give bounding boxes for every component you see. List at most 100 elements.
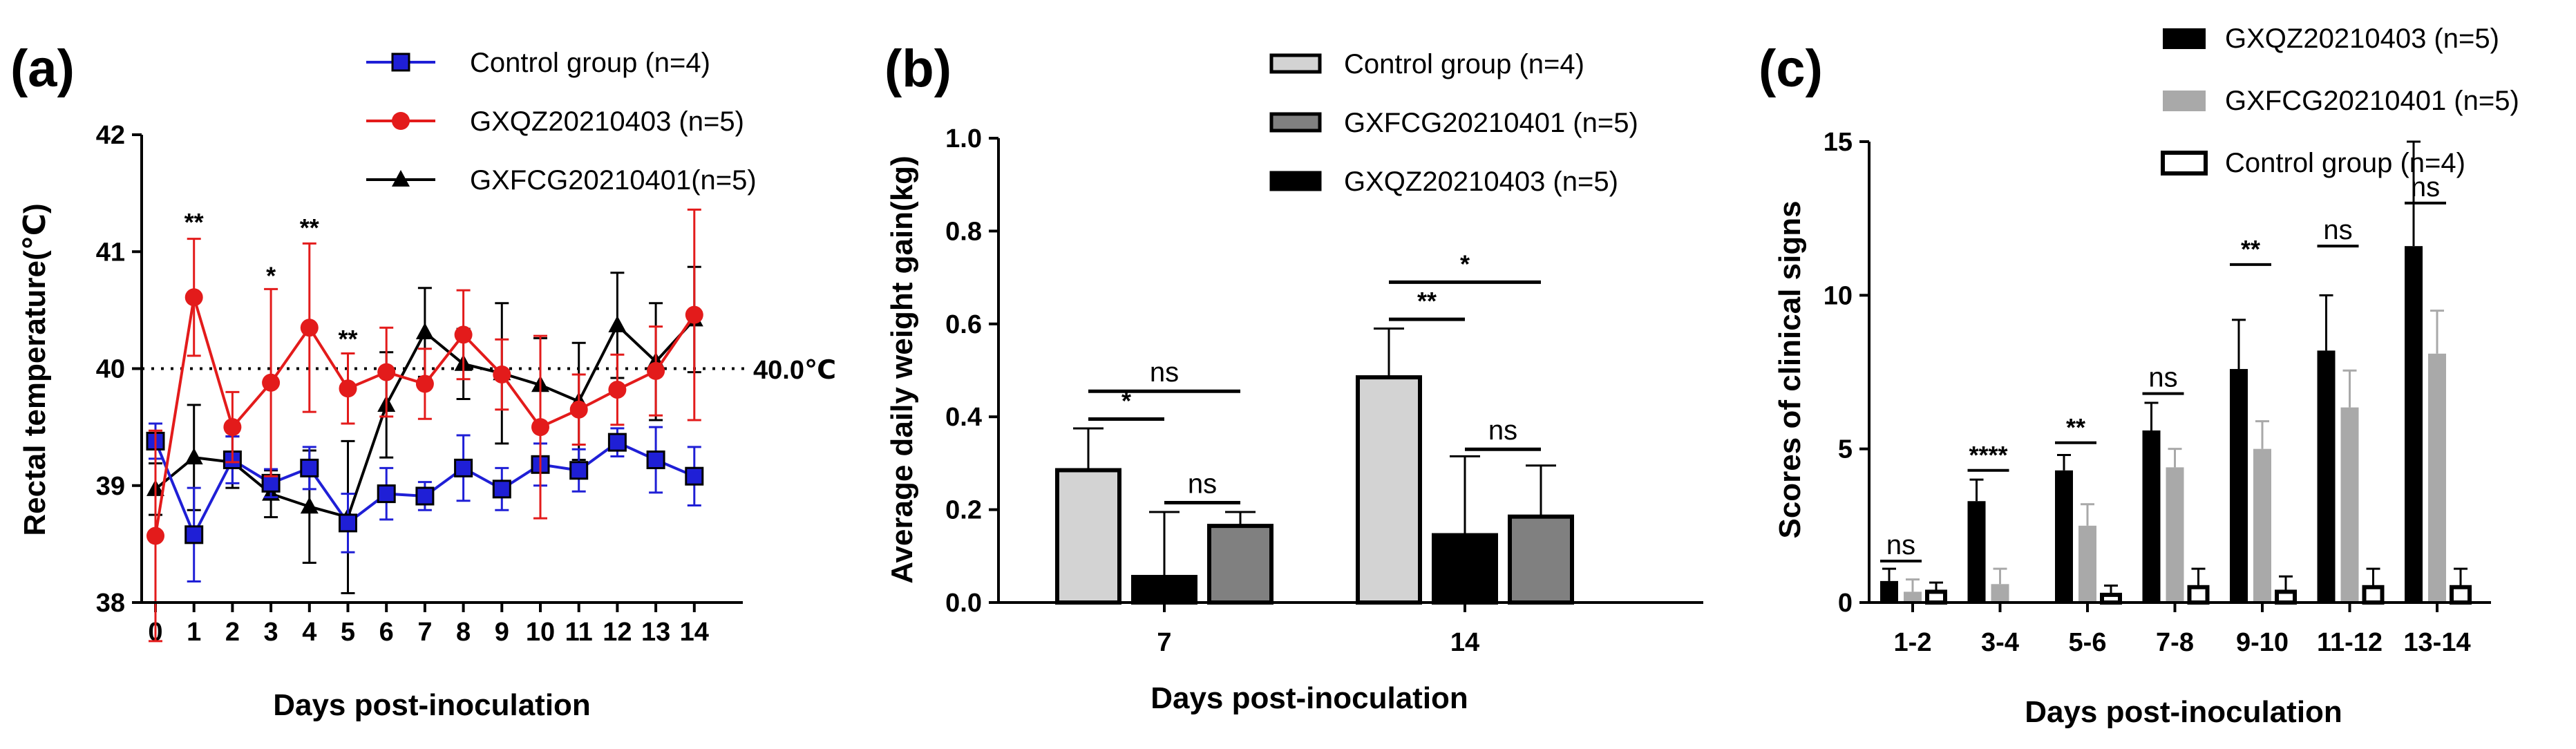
x-tick-label: 6 (379, 618, 394, 647)
y-tick-label: 0.8 (945, 217, 982, 246)
bar (1967, 501, 1986, 603)
data-point (415, 374, 434, 393)
legend-marker (391, 53, 410, 72)
data-point (184, 448, 203, 465)
y-tick-label: 38 (96, 589, 125, 618)
x-tick-label: 13-14 (2403, 628, 2470, 657)
data-point (415, 486, 435, 506)
legend-swatch (2163, 91, 2206, 111)
significance-label: ns (2323, 215, 2352, 245)
legend-label: Control group (n=4) (470, 48, 710, 78)
legend-swatch (2161, 151, 2208, 176)
bar (1432, 533, 1498, 605)
bar (1904, 591, 1922, 603)
x-tick-label: 9 (495, 618, 509, 647)
x-tick-label: 13 (641, 618, 670, 647)
data-point (262, 373, 281, 392)
legend-swatch (2163, 28, 2206, 49)
x-tick-label: 4 (302, 618, 316, 647)
data-point (223, 418, 242, 437)
significance-label: ns (2411, 172, 2440, 202)
reference-label: 40.0℃ (753, 356, 836, 385)
series-square (146, 422, 704, 583)
panel-c-label: (c) (1759, 39, 1823, 98)
bar (2253, 448, 2271, 603)
panel-b-x-ticks: 7 14 (1157, 603, 1479, 657)
significance-label: ns (2148, 363, 2177, 393)
data-point (261, 473, 281, 493)
legend-marker (392, 112, 410, 130)
x-tick-label: 3-4 (1981, 628, 2019, 657)
bar (2340, 407, 2359, 603)
bar (1991, 584, 2009, 603)
significance-label: * (266, 262, 276, 290)
bar (1880, 580, 1898, 603)
panel-b-bars (1055, 328, 1574, 605)
significance-label: ns (1488, 415, 1517, 446)
x-tick-label: 14 (1450, 628, 1479, 657)
panel-a-y-ticks: 38 39 40 41 42 (96, 121, 142, 618)
bar (1508, 514, 1574, 605)
data-point (531, 418, 549, 437)
panel-c-y-title: Scores of clinical signs (1773, 200, 1807, 538)
y-tick-label: 0.0 (945, 589, 982, 618)
y-tick-label: 10 (1824, 281, 1853, 310)
x-tick-label: 7 (417, 618, 432, 647)
data-point (608, 315, 627, 332)
panel-c-x-ticks: 1-2 3-4 5-6 7-8 9-10 11-12 13-14 (1894, 603, 2471, 657)
panel-a-annotations: ******* (184, 208, 358, 353)
y-tick-label: 40 (96, 355, 125, 384)
legend-marker (392, 170, 410, 187)
x-tick-label: 7-8 (2156, 628, 2194, 657)
panel-b-legend: Control group (n=4) GXFCG20210401 (n=5) GX… (1269, 49, 1638, 197)
data-point (377, 363, 396, 381)
x-tick-label: 7 (1157, 628, 1171, 657)
data-point (569, 461, 589, 480)
significance-label: ns (1150, 357, 1179, 388)
data-point (646, 451, 665, 470)
significance-label: ** (2241, 235, 2260, 263)
data-point (184, 288, 203, 307)
x-tick-label: 8 (456, 618, 471, 647)
y-tick-label: 39 (96, 472, 125, 501)
x-tick-label: 1-2 (1894, 628, 1932, 657)
data-point (454, 458, 473, 477)
x-tick-label: 2 (225, 618, 240, 647)
significance-label: ** (338, 325, 357, 353)
bar (2166, 467, 2184, 603)
data-point (146, 527, 164, 545)
legend-swatch (1269, 53, 1322, 74)
panel-a-y-title: Rectal temperature(℃) (18, 203, 52, 535)
significance-label: * (1460, 249, 1470, 278)
bar (2230, 369, 2248, 603)
panel-a-x-ticks: 01234567891011121314 (148, 603, 709, 647)
panel-b-significance: ns*ns***ns (1088, 249, 1541, 505)
bar (2142, 430, 2161, 603)
bar (1131, 575, 1197, 605)
data-point (339, 513, 357, 533)
legend-label: GXFCG20210401(n=5) (470, 165, 757, 196)
x-tick-label: 14 (680, 618, 709, 647)
legend-label: GXFCG20210401 (n=5) (2225, 86, 2519, 116)
bar (2055, 470, 2073, 603)
panel-b-x-title: Days post-inoculation (1150, 681, 1468, 715)
x-tick-label: 3 (264, 618, 278, 647)
significance-label: ** (184, 208, 204, 236)
significance-label: ns (1886, 530, 1915, 560)
y-tick-label: 1.0 (945, 124, 982, 153)
panel-b-y-title: Average daily weight gain(kg) (885, 155, 919, 583)
data-point (569, 400, 588, 419)
bar (1055, 468, 1121, 605)
data-point (685, 466, 704, 486)
bar (2428, 353, 2446, 603)
x-tick-label: 11 (565, 618, 593, 647)
y-tick-label: 0.4 (945, 403, 982, 432)
data-point (339, 379, 357, 398)
legend-swatch (1269, 171, 1322, 191)
bar (1356, 375, 1422, 605)
data-point (454, 325, 473, 344)
legend-label: GXQZ20210403 (n=5) (470, 106, 744, 137)
data-point (377, 484, 396, 504)
